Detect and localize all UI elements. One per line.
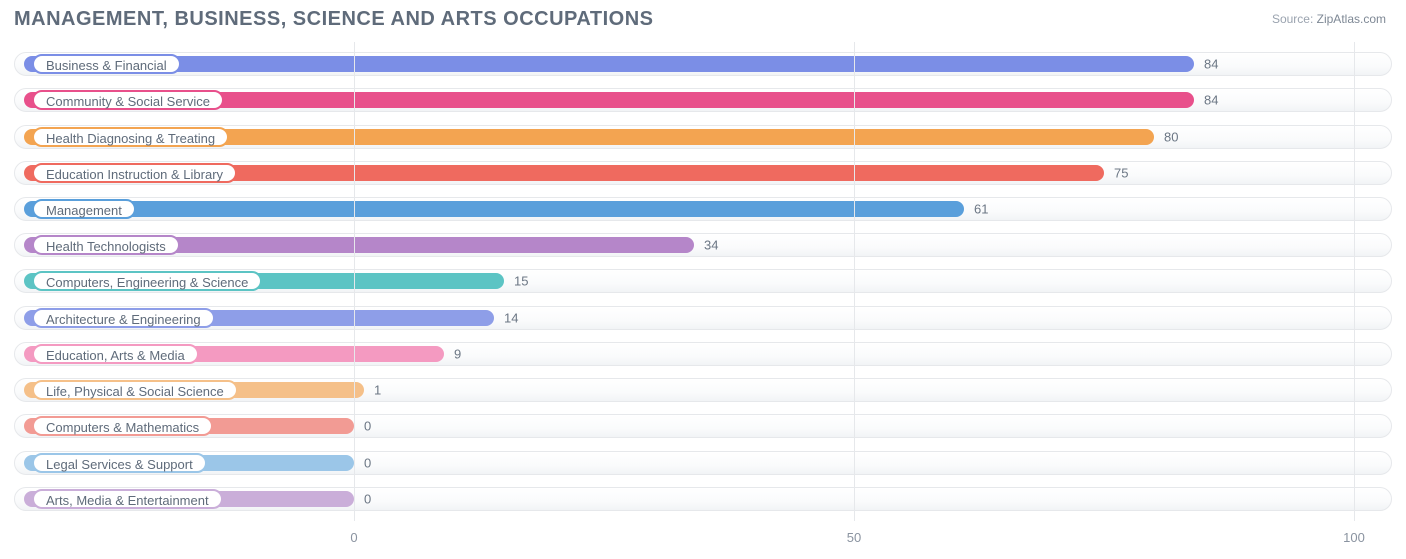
value-label: 0	[364, 455, 371, 470]
category-label: Architecture & Engineering	[32, 308, 215, 328]
value-label: 61	[974, 201, 988, 216]
x-tick-label: 100	[1343, 530, 1365, 545]
value-label: 34	[704, 238, 718, 253]
value-label: 15	[514, 274, 528, 289]
bar-row: Management 61	[14, 195, 1392, 223]
chart-area: Business & Financial84Community & Social…	[14, 42, 1392, 549]
source-value: ZipAtlas.com	[1317, 12, 1386, 26]
bar-row: Business & Financial 84	[14, 50, 1392, 78]
bar-row: Arts, Media & Entertainment 0	[14, 485, 1392, 513]
category-label: Life, Physical & Social Science	[32, 380, 238, 400]
bar-row: Education, Arts & Media 9	[14, 340, 1392, 368]
bars-container: Business & Financial84Community & Social…	[14, 42, 1392, 521]
category-label: Community & Social Service	[32, 90, 224, 110]
value-label: 1	[374, 383, 381, 398]
source-attribution: Source: ZipAtlas.com	[1272, 12, 1386, 26]
source-label: Source:	[1272, 12, 1313, 26]
value-label: 84	[1204, 57, 1218, 72]
category-label: Legal Services & Support	[32, 453, 207, 473]
value-label: 75	[1114, 165, 1128, 180]
bar-row: Computers & Mathematics 0	[14, 412, 1392, 440]
bar-row: Health Technologists 34	[14, 231, 1392, 259]
bar-fill	[24, 56, 1194, 72]
value-label: 0	[364, 419, 371, 434]
bar-row: Community & Social Service 84	[14, 86, 1392, 114]
category-label: Education Instruction & Library	[32, 163, 237, 183]
value-label: 14	[504, 310, 518, 325]
category-label: Health Diagnosing & Treating	[32, 127, 229, 147]
chart-title: MANAGEMENT, BUSINESS, SCIENCE AND ARTS O…	[14, 8, 653, 31]
x-tick-label: 50	[847, 530, 861, 545]
category-label: Arts, Media & Entertainment	[32, 489, 223, 509]
bar-row: Health Diagnosing & Treating 80	[14, 123, 1392, 151]
value-label: 9	[454, 346, 461, 361]
bar-row: Computers, Engineering & Science 15	[14, 267, 1392, 295]
bar-row: Architecture & Engineering 14	[14, 304, 1392, 332]
gridline	[354, 42, 355, 521]
value-label: 80	[1164, 129, 1178, 144]
category-label: Education, Arts & Media	[32, 344, 199, 364]
gridline	[1354, 42, 1355, 521]
category-label: Management	[32, 199, 136, 219]
category-label: Health Technologists	[32, 235, 180, 255]
category-label: Computers & Mathematics	[32, 416, 213, 436]
bar-fill	[24, 201, 964, 217]
bar-row: Legal Services & Support 0	[14, 449, 1392, 477]
gridline	[854, 42, 855, 521]
category-label: Computers, Engineering & Science	[32, 271, 262, 291]
value-label: 84	[1204, 93, 1218, 108]
plot-region: Business & Financial84Community & Social…	[14, 42, 1392, 521]
x-tick-label: 0	[350, 530, 357, 545]
category-label: Business & Financial	[32, 54, 181, 74]
bar-row: Life, Physical & Social Science 1	[14, 376, 1392, 404]
value-label: 0	[364, 491, 371, 506]
bar-row: Education Instruction & Library 75	[14, 159, 1392, 187]
